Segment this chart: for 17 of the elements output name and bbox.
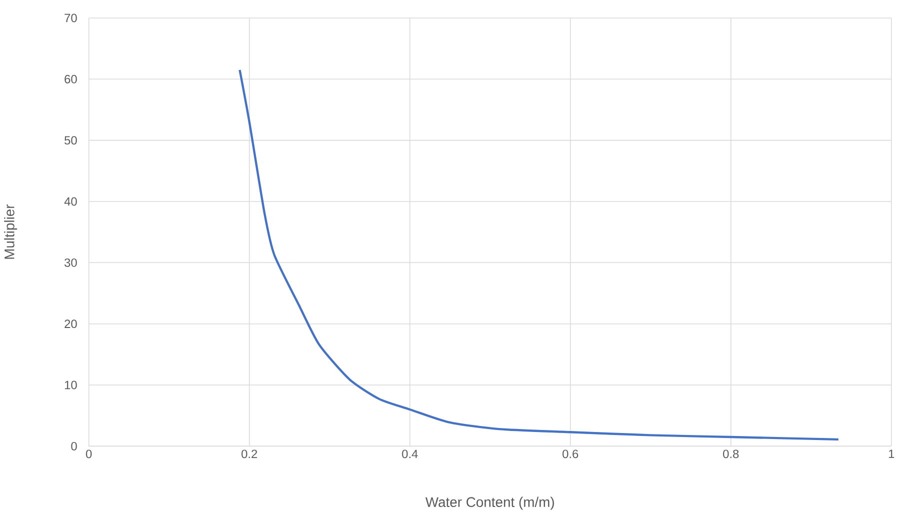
y-tick-label: 30 [64, 258, 77, 267]
x-tick-label: 0.4 [402, 450, 418, 458]
y-tick-label: 20 [64, 320, 77, 328]
line-series [238, 68, 840, 441]
y-tick-label: 50 [64, 136, 77, 145]
x-tick-label: 0.2 [242, 450, 258, 458]
y-tick-label: 0 [71, 442, 77, 450]
x-tick-label: 0 [86, 450, 92, 458]
x-axis-title: Water Content (m/m) [425, 496, 554, 510]
y-tick-label: 60 [64, 74, 77, 84]
y-tick-label: 10 [64, 380, 77, 390]
y-tick-label: 70 [64, 14, 77, 22]
x-tick-label: 0.8 [723, 450, 739, 458]
x-tick-label: 1 [888, 450, 894, 458]
y-tick-label: 40 [64, 197, 77, 206]
y-axis-title: Multiplier [4, 204, 18, 259]
x-tick-label: 0.6 [562, 450, 578, 458]
